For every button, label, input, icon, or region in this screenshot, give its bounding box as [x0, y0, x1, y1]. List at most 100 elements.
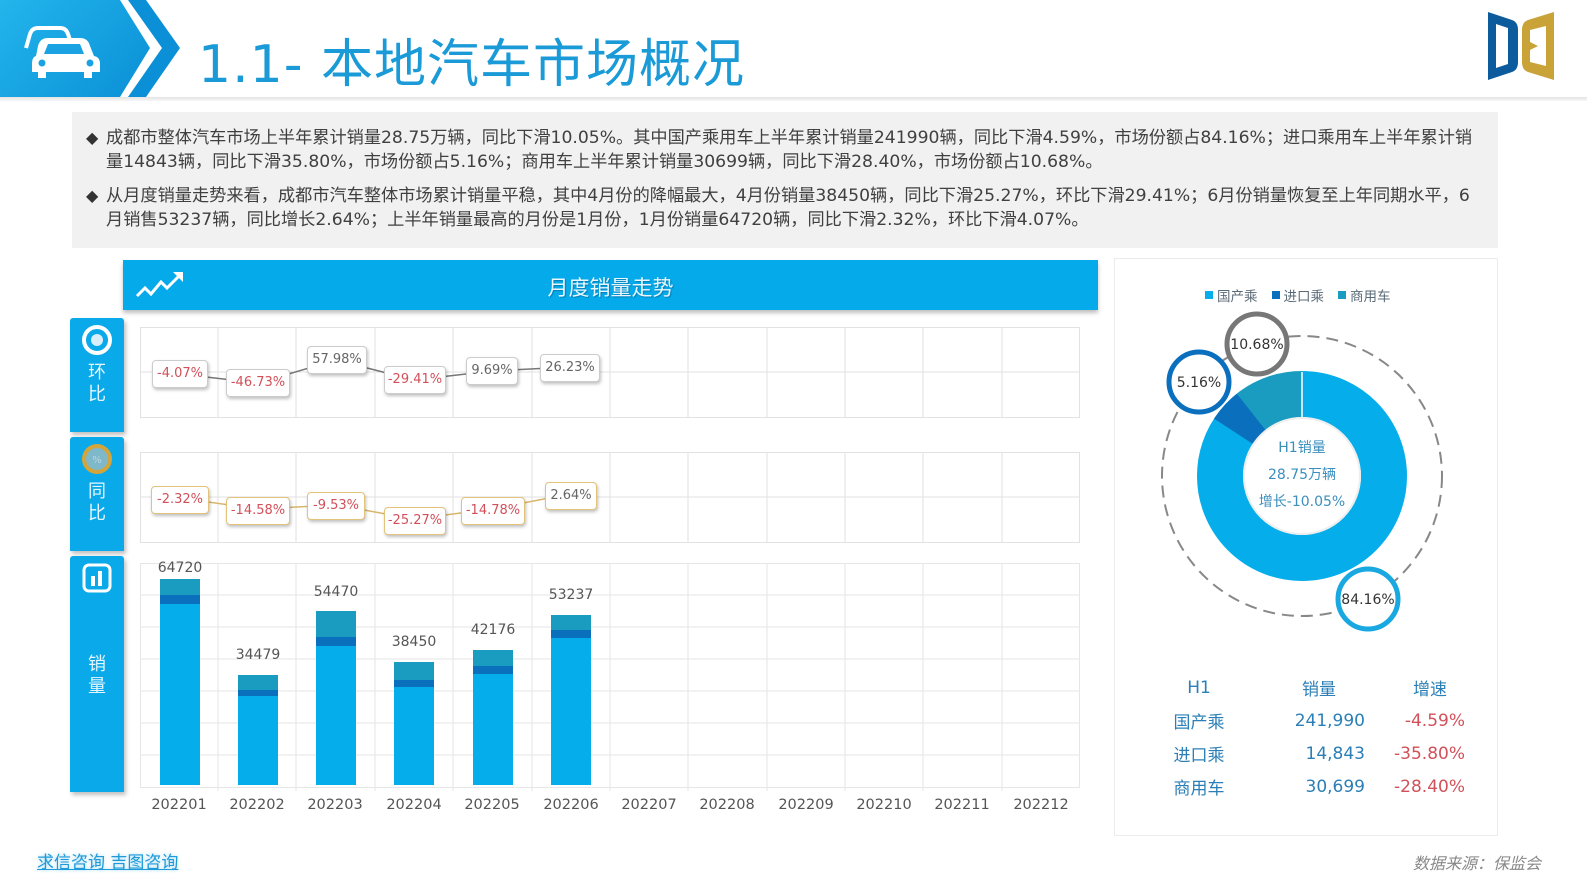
donut-center-total: 28.75万辆: [1268, 467, 1336, 483]
yoy-label: -14.78%: [461, 497, 525, 525]
row-sales: 241,990: [1294, 710, 1365, 731]
x-axis-label: 202212: [1013, 797, 1069, 813]
bar-value-label: 53237: [548, 587, 594, 603]
data-source-note: 数据来源：保监会: [1412, 854, 1541, 873]
yoy-label: -2.32%: [151, 486, 209, 514]
bar-chart-icon: [82, 563, 112, 593]
x-axis-label: 202201: [151, 797, 207, 813]
svg-text:%: %: [92, 455, 102, 466]
tab-sales[interactable]: 销量: [70, 556, 124, 792]
header: 1.1- 本地汽车市场概况: [0, 0, 1587, 101]
row-name: 国产乘: [1173, 713, 1225, 733]
legend-label: 商用车: [1350, 289, 1391, 305]
mom-label: -46.73%: [226, 369, 290, 397]
trend-header: 月度销量走势: [123, 260, 1098, 310]
sales-bar-chart: [140, 563, 1080, 791]
summary-bullet: ◆ 成都市整体汽车市场上半年累计销量28.75万辆，同比下滑10.05%。其中国…: [86, 126, 1484, 174]
table-row: 进口乘 14,843 -35.80%: [1155, 737, 1475, 770]
legend-item-import: 进口乘: [1271, 285, 1325, 305]
row-name: 进口乘: [1173, 746, 1225, 766]
x-axis-label: 202203: [307, 797, 363, 813]
mom-grid: [140, 327, 1080, 418]
tab-mom-label: 环比: [88, 362, 106, 405]
x-axis-label: 202202: [229, 797, 285, 813]
target-icon: [82, 325, 112, 355]
percent-badge-icon: %: [82, 444, 112, 474]
x-axis-label: 202208: [699, 797, 755, 813]
bar-value-label: 54470: [313, 584, 359, 600]
yoy-label: -25.27%: [384, 507, 446, 535]
h1-donut-chart: H1销量 28.75万辆 增长-10.05% 10.68% 5.16% 84.1…: [1161, 311, 1443, 632]
tab-mom[interactable]: 环比: [70, 318, 124, 432]
row-growth: -35.80%: [1394, 743, 1465, 764]
tab-yoy[interactable]: % 同比: [70, 437, 124, 551]
x-axis-label: 202207: [621, 797, 677, 813]
legend-label: 国产乘: [1217, 289, 1258, 305]
summary-text: 从月度销量走势来看，成都市汽车整体市场累计销量平稳，其中4月份的降幅最大，4月份…: [106, 186, 1470, 230]
legend-item-domestic: 国产乘: [1205, 285, 1258, 305]
mom-label: -4.07%: [152, 360, 208, 388]
header-divider: [0, 97, 1587, 101]
row-name: 商用车: [1173, 779, 1225, 799]
row-sales: 30,699: [1305, 776, 1365, 797]
db-logo-icon: [1488, 12, 1554, 80]
tab-sales-label: 销量: [88, 654, 106, 697]
diamond-bullet-icon: ◆: [86, 128, 99, 147]
bar-202202: [238, 675, 278, 785]
pct-domestic-label: 84.16%: [1341, 592, 1394, 608]
yoy-chart: [140, 452, 1080, 544]
h1-table-header: H1 销量 增速: [1155, 671, 1475, 704]
table-row: 国产乘 241,990 -4.59%: [1155, 704, 1475, 737]
car-icon: [24, 26, 100, 78]
bar-202204: [394, 662, 434, 785]
x-axis-label: 202206: [543, 797, 599, 813]
bar-value-label: 34479: [235, 647, 281, 663]
bar-202201: [160, 579, 200, 785]
legend-item-commercial: 商用车: [1338, 285, 1391, 305]
row-growth: -28.40%: [1394, 776, 1465, 797]
yoy-label: 2.64%: [545, 482, 597, 510]
header-cell: H1: [1187, 677, 1211, 698]
header-cell: 销量: [1302, 680, 1336, 700]
h1-share-panel: 国产乘 进口乘 商用车 H1销量 28.75万辆 增长-10.05% 10.68…: [1114, 258, 1498, 836]
mom-chart: [140, 327, 1080, 419]
yoy-label: -9.53%: [307, 492, 365, 520]
x-axis-label: 202211: [934, 797, 990, 813]
x-axis-label: 202204: [386, 797, 442, 813]
row-growth: -4.59%: [1404, 710, 1465, 731]
bar-202203: [316, 611, 356, 785]
yoy-label: -14.58%: [226, 497, 290, 525]
page-title: 1.1- 本地汽车市场概况: [198, 35, 745, 95]
x-axis-label: 202210: [856, 797, 912, 813]
legend-swatch-icon: [1271, 291, 1280, 299]
trend-title: 月度销量走势: [547, 276, 674, 300]
summary-bullet: ◆ 从月度销量走势来看，成都市汽车整体市场累计销量平稳，其中4月份的降幅最大，4…: [86, 184, 1484, 232]
pct-commercial-label: 10.68%: [1230, 337, 1283, 353]
footer-brand-link[interactable]: 求信咨询 吉图咨询: [37, 853, 179, 873]
diamond-bullet-icon: ◆: [86, 186, 99, 205]
bar-value-label: 38450: [391, 634, 437, 650]
h1-table: H1 销量 增速 国产乘 241,990 -4.59% 进口乘 14,843 -…: [1155, 671, 1475, 803]
bar-value-label: 64720: [157, 560, 203, 576]
legend-swatch-icon: [1205, 291, 1213, 299]
donut-center-growth: 增长-10.05%: [1259, 494, 1345, 510]
summary-text: 成都市整体汽车市场上半年累计销量28.75万辆，同比下滑10.05%。其中国产乘…: [106, 128, 1473, 172]
mom-label: 26.23%: [540, 354, 600, 382]
header-cell: 增速: [1413, 680, 1447, 700]
donut-center-title: H1销量: [1278, 440, 1325, 456]
bar-202206: [551, 615, 591, 785]
donut-legend: 国产乘 进口乘 商用车: [1205, 285, 1391, 305]
x-axis-label: 202205: [464, 797, 520, 813]
pct-import-label: 5.16%: [1177, 375, 1221, 391]
trend-up-icon: [135, 272, 183, 298]
summary-box: ◆ 成都市整体汽车市场上半年累计销量28.75万辆，同比下滑10.05%。其中国…: [72, 112, 1498, 248]
legend-swatch-icon: [1338, 291, 1346, 299]
legend-label: 进口乘: [1283, 289, 1325, 305]
mom-label: 9.69%: [466, 357, 518, 385]
mom-label: 57.98%: [307, 346, 367, 374]
tab-yoy-label: 同比: [88, 481, 106, 524]
bar-202205: [473, 650, 513, 785]
table-row: 商用车 30,699 -28.40%: [1155, 770, 1475, 803]
row-sales: 14,843: [1305, 743, 1365, 764]
bar-value-label: 42176: [470, 622, 516, 638]
